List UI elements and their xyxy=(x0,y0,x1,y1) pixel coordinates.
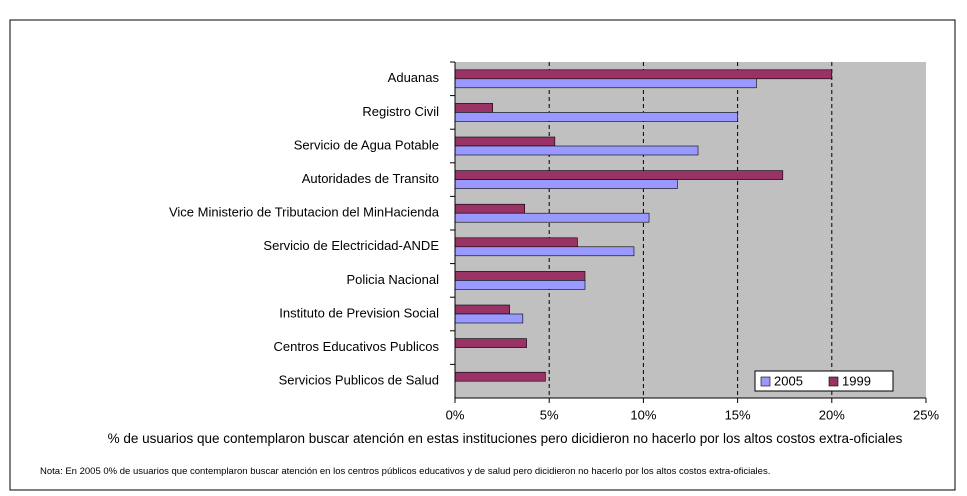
bar xyxy=(454,237,578,248)
bar xyxy=(454,136,556,147)
bar xyxy=(454,246,635,257)
y-tick-label: Servicio de Electricidad-ANDE xyxy=(263,238,439,253)
x-tick-label: 0% xyxy=(446,407,465,422)
bar xyxy=(454,271,586,281)
y-tick-label: Centros Educativos Publicos xyxy=(274,339,440,354)
x-tick-label: 20% xyxy=(819,407,845,422)
bar xyxy=(454,313,524,324)
y-tick-label: Servicio de Agua Potable xyxy=(294,137,439,152)
bar xyxy=(454,203,526,214)
y-tick-label: Policia Nacional xyxy=(347,272,440,287)
bar xyxy=(454,170,784,180)
x-tick-label: 25% xyxy=(913,407,939,422)
bar xyxy=(454,103,493,113)
y-tick-label: Registro Civil xyxy=(362,104,439,119)
bar xyxy=(454,280,586,290)
bar xyxy=(454,212,650,223)
x-tick-label: 5% xyxy=(540,407,559,422)
note: Nota: En 2005 0% de usuarios que contemp… xyxy=(40,466,771,477)
x-tick-label: 10% xyxy=(630,407,656,422)
y-tick-label: Instituto de Prevision Social xyxy=(279,305,439,320)
x-axis-title: % de usuarios que contemplaron buscar at… xyxy=(107,431,903,446)
legend-label: 1999 xyxy=(842,373,871,388)
y-tick-label: Servicios Publicos de Salud xyxy=(279,373,439,388)
y-tick-label: Vice Ministerio de Tributacion del MinHa… xyxy=(169,205,440,220)
bar xyxy=(454,69,833,80)
bar xyxy=(454,371,546,382)
legend-label: 2005 xyxy=(774,373,803,388)
y-tick-label: Autoridades de Transito xyxy=(302,171,439,186)
y-tick-label: Aduanas xyxy=(388,70,440,85)
x-tick-label: 15% xyxy=(725,407,751,422)
bar xyxy=(454,145,699,156)
bar xyxy=(454,304,510,315)
legend-swatch xyxy=(760,376,771,387)
bar xyxy=(454,179,678,189)
legend-swatch xyxy=(828,376,839,387)
bar xyxy=(454,338,527,348)
bar xyxy=(454,78,757,89)
bar xyxy=(454,112,738,122)
frame xyxy=(9,19,956,491)
legend-box xyxy=(754,370,894,392)
